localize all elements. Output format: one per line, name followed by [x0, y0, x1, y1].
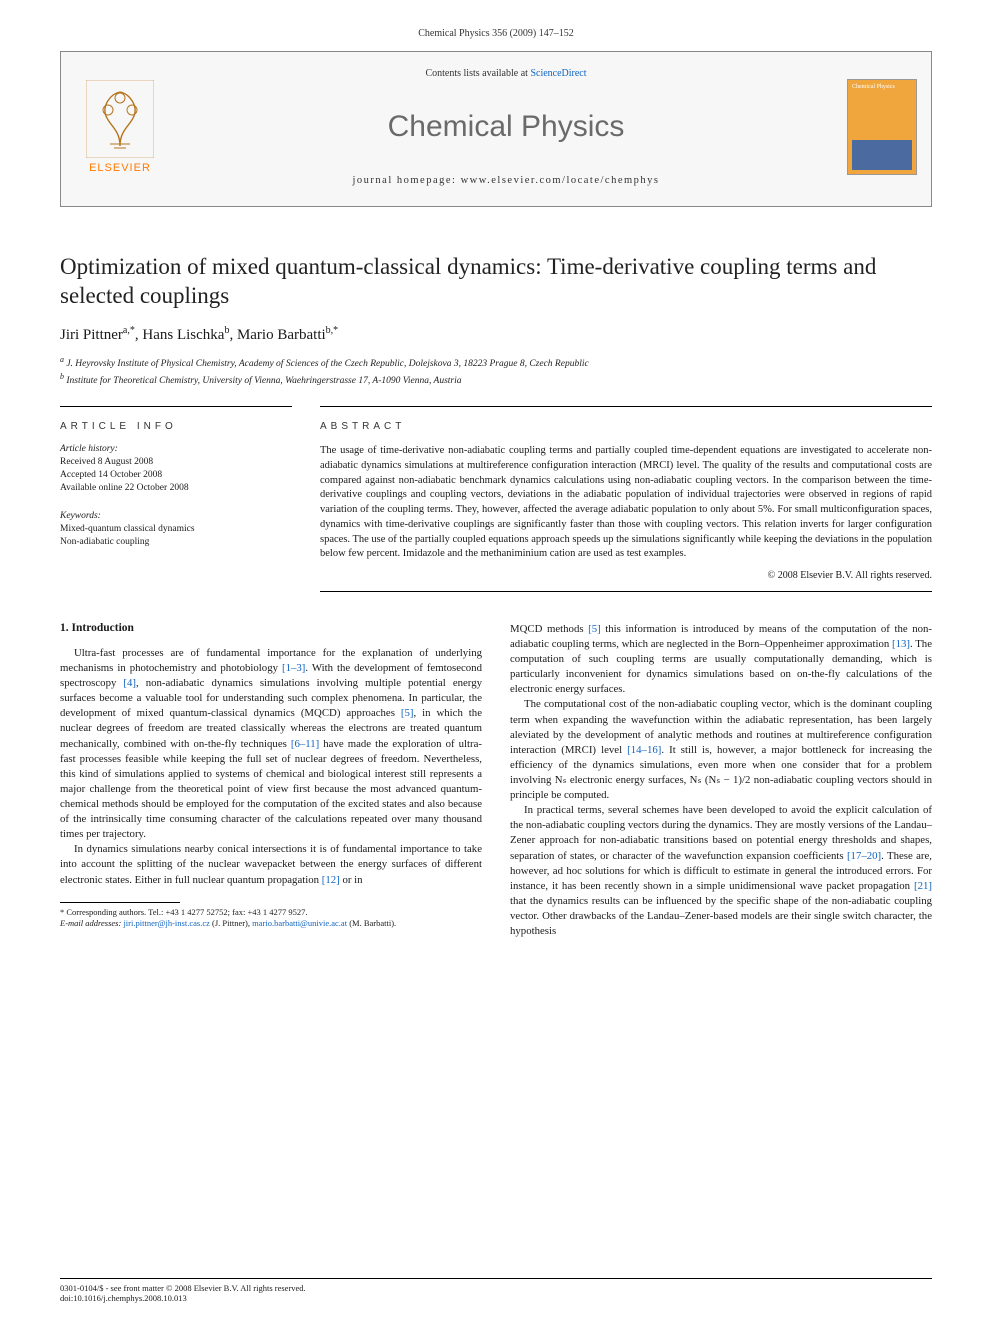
ref-12[interactable]: [12]: [322, 874, 340, 886]
history-online: Available online 22 October 2008: [60, 482, 292, 495]
email2-who: (M. Barbatti).: [347, 918, 396, 928]
p2-seg-b: or in: [340, 874, 363, 886]
cover-band: [852, 140, 912, 170]
author-sep: ,: [229, 327, 237, 343]
page-footer: 0301-0104/$ - see front matter © 2008 El…: [60, 1278, 932, 1303]
email-label: E-mail addresses:: [60, 918, 123, 928]
author-1: Jiri Pittner: [60, 327, 123, 343]
keyword-1: Mixed-quantum classical dynamics: [60, 523, 292, 536]
email-pittner[interactable]: jiri.pittner@jh-inst.cas.cz: [123, 918, 209, 928]
author-1-marks: a,*: [123, 325, 135, 336]
ref-14-16[interactable]: [14–16]: [627, 744, 661, 756]
body-columns: 1. Introduction Ultra-fast processes are…: [60, 622, 932, 939]
p1-seg-e: have made the exploration of ultra-fast …: [60, 738, 482, 841]
keyword-2: Non-adiabatic coupling: [60, 536, 292, 549]
publisher-name: ELSEVIER: [89, 162, 151, 174]
journal-center-block: Contents lists available at ScienceDirec…: [165, 62, 847, 192]
article-info-column: ARTICLE INFO Article history: Received 8…: [60, 406, 292, 592]
affiliation-b: b Institute for Theoretical Chemistry, U…: [60, 371, 932, 388]
email-barbatti[interactable]: mario.barbatti@univie.ac.at: [252, 918, 347, 928]
body-col-right: MQCD methods [5] this information is int…: [510, 622, 932, 939]
keywords-label: Keywords:: [60, 511, 292, 521]
article-title: Optimization of mixed quantum-classical …: [60, 253, 932, 311]
journal-cover-thumb: Chemical Physics: [847, 79, 917, 175]
col2-para-3: In practical terms, several schemes have…: [510, 803, 932, 939]
history-received: Received 8 August 2008: [60, 456, 292, 469]
c2p3-seg-c: that the dynamics results can be influen…: [510, 895, 932, 937]
history-label: Article history:: [60, 444, 292, 454]
body-col-left: 1. Introduction Ultra-fast processes are…: [60, 622, 482, 939]
affiliation-a: a J. Heyrovsky Institute of Physical Che…: [60, 354, 932, 371]
c2p1-seg-a: MQCD methods: [510, 623, 588, 635]
author-2: Hans Lischka: [142, 327, 224, 343]
abstract-text: The usage of time-derivative non-adiabat…: [320, 444, 932, 562]
cover-title: Chemical Physics: [852, 84, 912, 90]
intro-para-1: Ultra-fast processes are of fundamental …: [60, 646, 482, 842]
p2-seg-a: In dynamics simulations nearby conical i…: [60, 843, 482, 885]
affiliations: a J. Heyrovsky Institute of Physical Che…: [60, 354, 932, 389]
email1-who: (J. Pittner),: [210, 918, 252, 928]
ref-21[interactable]: [21]: [914, 880, 932, 892]
affiliation-b-text: Institute for Theoretical Chemistry, Uni…: [66, 376, 461, 386]
running-citation: Chemical Physics 356 (2009) 147–152: [60, 28, 932, 39]
ref-5b[interactable]: [5]: [588, 623, 601, 635]
ref-5[interactable]: [5]: [401, 707, 414, 719]
author-3-marks: b,*: [326, 325, 339, 336]
abstract-column: ABSTRACT The usage of time-derivative no…: [320, 406, 932, 592]
email-footnote: E-mail addresses: jiri.pittner@jh-inst.c…: [60, 918, 482, 929]
sciencedirect-link[interactable]: ScienceDirect: [530, 68, 586, 79]
footer-doi: doi:10.1016/j.chemphys.2008.10.013: [60, 1293, 932, 1303]
author-3: Mario Barbatti: [237, 327, 326, 343]
abstract-copyright: © 2008 Elsevier B.V. All rights reserved…: [320, 570, 932, 581]
section-1-heading: 1. Introduction: [60, 622, 482, 634]
footer-rule: [60, 1278, 932, 1279]
ref-17-20[interactable]: [17–20]: [847, 850, 881, 862]
homepage-line: journal homepage: www.elsevier.com/locat…: [165, 175, 847, 186]
elsevier-logo: ELSEVIER: [75, 67, 165, 187]
journal-masthead: ELSEVIER Contents lists available at Sci…: [60, 51, 932, 207]
author-list: Jiri Pittnera,*, Hans Lischkab, Mario Ba…: [60, 325, 932, 344]
contents-prefix: Contents lists available at: [425, 68, 530, 79]
journal-name: Chemical Physics: [165, 110, 847, 144]
abstract-bottom-rule: [320, 591, 932, 592]
ref-6-11[interactable]: [6–11]: [291, 738, 319, 750]
ref-13[interactable]: [13]: [892, 638, 910, 650]
footnote-rule: [60, 902, 180, 903]
homepage-url[interactable]: www.elsevier.com/locate/chemphys: [461, 175, 660, 186]
homepage-prefix: journal homepage:: [353, 175, 461, 186]
intro-para-2: In dynamics simulations nearby conical i…: [60, 842, 482, 887]
corresponding-footnote: * Corresponding authors. Tel.: +43 1 427…: [60, 907, 482, 918]
article-info-heading: ARTICLE INFO: [60, 421, 292, 432]
affiliation-a-text: J. Heyrovsky Institute of Physical Chemi…: [66, 359, 588, 369]
ref-1-3[interactable]: [1–3]: [282, 662, 305, 674]
contents-line: Contents lists available at ScienceDirec…: [165, 68, 847, 79]
col2-para-1: MQCD methods [5] this information is int…: [510, 622, 932, 698]
ref-4[interactable]: [4]: [123, 677, 136, 689]
abstract-heading: ABSTRACT: [320, 421, 932, 432]
history-accepted: Accepted 14 October 2008: [60, 469, 292, 482]
col2-para-2: The computational cost of the non-adiaba…: [510, 697, 932, 803]
footer-copyright: 0301-0104/$ - see front matter © 2008 El…: [60, 1283, 932, 1293]
elsevier-tree-icon: [86, 80, 154, 158]
